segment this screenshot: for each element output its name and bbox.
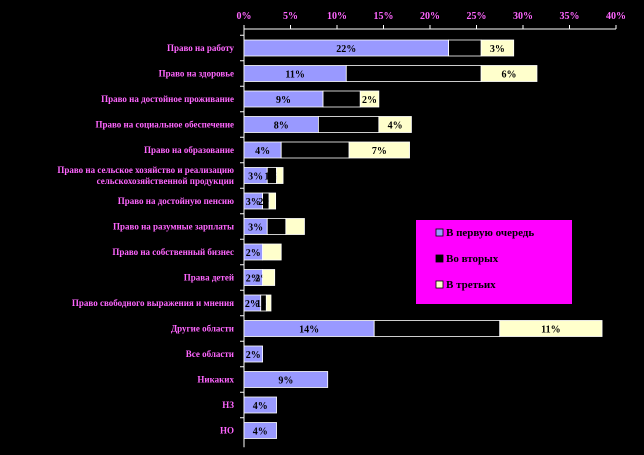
data-label: 3%	[490, 44, 505, 55]
category-label: Право на работу	[167, 43, 235, 53]
category-label: Право на сельское хозяйство и реализацию	[57, 165, 234, 175]
x-tick-label: 35%	[560, 11, 580, 22]
data-label: 14%	[299, 325, 319, 336]
data-label: 8%	[274, 121, 289, 132]
category-label: Право на достойную пенсию	[118, 196, 234, 206]
bar-3	[285, 218, 305, 235]
data-label: 2%	[246, 274, 261, 285]
bar-3	[480, 39, 515, 57]
category-label: Другие области	[171, 324, 234, 334]
bar-3	[265, 294, 272, 312]
data-label: 6%	[341, 121, 356, 132]
data-label: 2%	[305, 248, 320, 259]
x-tick-label: 0%	[237, 11, 252, 22]
legend-swatch	[435, 254, 444, 263]
data-label: 3%	[246, 197, 261, 208]
x-tick-label: 10%	[327, 11, 347, 22]
data-label: 9%	[276, 95, 291, 106]
bar-3	[359, 90, 380, 108]
x-tick-label: 5%	[283, 11, 298, 22]
x-tick-label: 15%	[374, 11, 394, 22]
x-tick-label: 25%	[467, 11, 487, 22]
legend-label: В третьих	[446, 279, 496, 291]
data-label: 2%	[338, 223, 353, 234]
bar-3	[268, 192, 277, 210]
data-label: 1%	[317, 172, 332, 183]
data-label: 2%	[292, 197, 307, 208]
data-label: 2%	[258, 197, 273, 208]
bar-3	[378, 116, 412, 133]
category-label: Право на образование	[144, 145, 234, 155]
category-label: Права детей	[184, 273, 234, 283]
category-label: Никаких	[197, 375, 234, 385]
data-label: 15%	[404, 70, 424, 81]
category-label: сельскохозяйственной продукции	[97, 176, 234, 186]
category-label: Право на собственный бизнес	[112, 247, 234, 257]
data-label: 6%	[502, 70, 517, 81]
bar-1	[243, 371, 329, 388]
x-tick-label: 20%	[420, 11, 440, 22]
data-label: 2%	[362, 95, 377, 106]
legend: В первую очередь Во вторых В третьих	[416, 220, 572, 304]
bars: 22% 7% 3%11% 15% 6%9% 4% 2%8% 6% 4%4% 7% 7%3% 1% 1% 1…	[243, 39, 603, 439]
data-label: 4%	[269, 223, 284, 234]
data-label: 22%	[336, 44, 356, 55]
data-label: 4%	[253, 427, 268, 438]
data-label: 2%	[309, 274, 324, 285]
x-axis: 0% 5% 10% 15% 20% 25% 30% 35% 40%	[237, 11, 626, 30]
bar-3	[348, 141, 410, 159]
data-label: 3%	[248, 172, 263, 183]
category-label: НО	[220, 426, 234, 436]
category-label: Право свободного выражения и мнения	[72, 298, 234, 308]
legend-label: Во вторых	[446, 253, 499, 265]
bar-1	[243, 345, 264, 363]
data-label: 9%	[278, 376, 293, 387]
x-tick-label: 30%	[513, 11, 533, 22]
data-label: 1%	[264, 172, 279, 183]
data-label: 1%	[299, 172, 314, 183]
data-label: 1%	[305, 299, 320, 310]
data-label: 1%	[310, 197, 325, 208]
data-label: 11%	[541, 325, 560, 336]
data-label: 2%	[315, 248, 330, 259]
bar-3	[480, 65, 538, 82]
data-label: 4%	[255, 146, 270, 157]
category-label: НЗ	[222, 400, 234, 410]
x-tick-label: 40%	[606, 11, 626, 22]
bar-3	[499, 320, 603, 337]
category-axis: Право на работу Право на здоровье Право на…	[57, 29, 245, 448]
category-label: Право на здоровье	[159, 69, 234, 79]
legend-swatch	[435, 228, 444, 237]
data-label: 1%	[287, 299, 302, 310]
legend-swatch	[435, 280, 444, 289]
category-label: Право на социальное обеспечение	[95, 120, 234, 130]
legend-label: В первую очередь	[446, 227, 534, 239]
bar-1	[243, 422, 277, 439]
data-label: 2%	[246, 350, 261, 361]
bar-1	[243, 396, 277, 414]
bar-3	[276, 167, 284, 184]
bar-3	[262, 269, 276, 286]
data-label: 3%	[248, 223, 263, 234]
data-label: 15%	[427, 325, 447, 336]
data-label: 7%	[372, 146, 387, 157]
category-label: Право на достойное проживание	[101, 94, 234, 104]
data-label: 2%	[291, 274, 306, 285]
data-label: 4%	[253, 401, 268, 412]
data-label: 4%	[334, 95, 349, 106]
data-label: 11%	[285, 70, 304, 81]
bar-3	[262, 243, 282, 261]
data-label: 4%	[320, 223, 335, 234]
data-label: 2%	[246, 248, 261, 259]
category-label: Право на разумные зарплаты	[113, 222, 234, 232]
data-label: 2%	[245, 299, 260, 310]
data-label: 7%	[308, 146, 323, 157]
category-label: Все области	[186, 349, 234, 359]
data-label: 4%	[388, 121, 403, 132]
data-label: 7%	[457, 44, 472, 55]
data-label: 1%	[256, 299, 271, 310]
